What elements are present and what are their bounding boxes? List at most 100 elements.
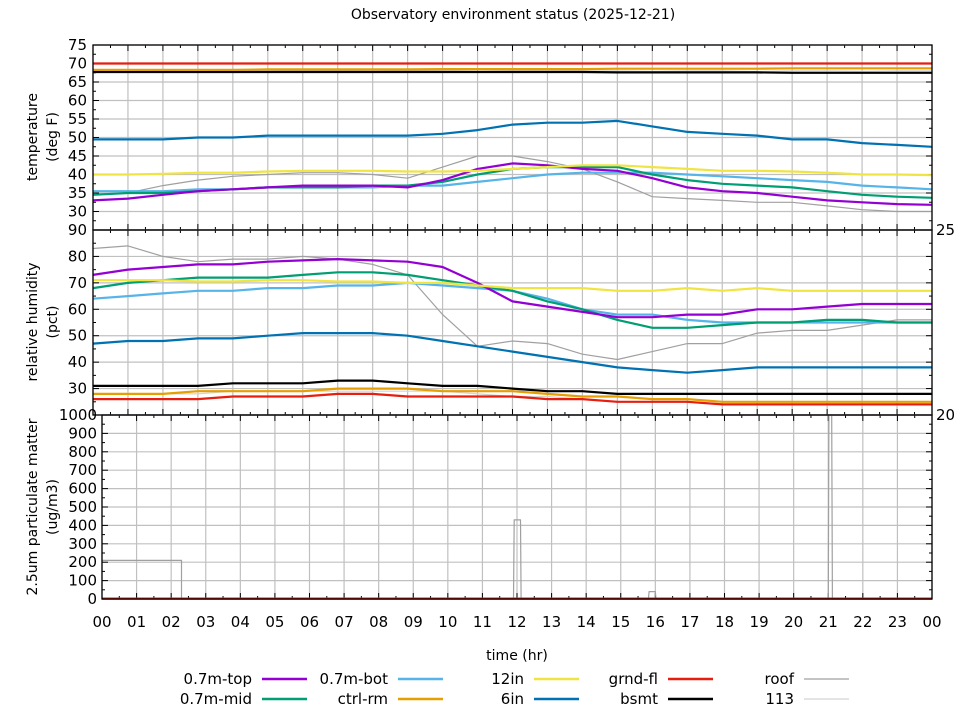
y-tick-label: 800	[68, 443, 97, 461]
x-tick-label: 05	[265, 613, 284, 631]
y-tick-label: 1000	[59, 406, 97, 424]
y-tick-label: 55	[68, 110, 87, 128]
x-tick-label: 17	[680, 613, 699, 631]
x-tick-label: 00	[922, 613, 941, 631]
series-line-0.7m-top	[92, 162, 933, 206]
y-tick-label: 400	[68, 516, 97, 534]
legend-label: 6in	[501, 690, 524, 708]
legend-label: roof	[765, 670, 795, 688]
legend-item-113: 113	[765, 690, 849, 708]
x-tick-label: 20	[784, 613, 803, 631]
series-line-0.7m-mid	[92, 271, 932, 329]
x-tick-label: 15	[611, 613, 630, 631]
legend-item-12in: 12in	[491, 670, 579, 688]
y-tick-label: 600	[68, 480, 97, 498]
x-tick-label: 06	[300, 613, 319, 631]
x-tick-label: 09	[404, 613, 423, 631]
y-axis-label: (deg F)	[45, 112, 61, 162]
series-line-6in	[93, 119, 933, 148]
legend-label: 113	[765, 690, 794, 708]
y-tick-label: 300	[68, 535, 97, 553]
legend-item-0.7m-mid: 0.7m-mid	[180, 690, 307, 708]
x-tick-label: 01	[127, 613, 146, 631]
series-line-ctrl-rm	[93, 67, 932, 71]
legend-label: 0.7m-top	[184, 670, 252, 688]
series-line-12in	[93, 279, 932, 292]
series-line-bsmt	[93, 379, 932, 395]
y-tick-label: 45	[68, 147, 87, 165]
y-axis-label: relative humidity	[25, 262, 41, 381]
panel-2: 20 30 40 50 60 70 80 90 relative humidity (pct)	[25, 221, 955, 424]
y-tick-label: 70	[68, 274, 87, 292]
legend-item-bsmt: bsmt	[620, 690, 713, 708]
legend-item-grnd-fl: grnd-fl	[609, 670, 713, 688]
legend-item-0.7m-top: 0.7m-top	[184, 670, 307, 688]
y-tick-label: 20	[936, 406, 955, 424]
legend-item-6in: 6in	[501, 690, 579, 708]
x-tick-label: 18	[715, 613, 734, 631]
series-line-ctrl-rm	[93, 387, 932, 403]
x-tick-label: 13	[542, 613, 561, 631]
y-axis-label: (ug/m3)	[45, 479, 61, 535]
legend-item-0.7m-bot: 0.7m-bot	[320, 670, 443, 688]
x-tick-label: 16	[646, 613, 665, 631]
y-tick-label: 80	[68, 247, 87, 265]
y-tick-label: 40	[68, 353, 87, 371]
y-tick-label: 75	[68, 36, 87, 54]
y-tick-label: 40	[68, 166, 87, 184]
y-tick-label: 90	[68, 221, 87, 239]
y-tick-label: 25	[936, 221, 955, 239]
x-tick-label: 00	[92, 613, 111, 631]
y-tick-label: 700	[68, 461, 97, 479]
y-tick-label: 30	[68, 380, 87, 398]
series-line-6in	[92, 332, 932, 374]
y-axis-label: temperature	[25, 93, 41, 181]
series-line-grnd-fl	[93, 392, 932, 406]
y-tick-label: 70	[68, 55, 87, 73]
plot-frame	[101, 414, 933, 600]
x-tick-label: 12	[507, 613, 526, 631]
y-tick-label: 60	[68, 92, 87, 110]
x-tick-label: 07	[335, 613, 354, 631]
legend-label: 12in	[491, 670, 524, 688]
y-tick-label: 100	[68, 572, 97, 590]
y-tick-label: 60	[68, 300, 87, 318]
series-line-bsmt	[93, 70, 932, 74]
series-line-0.7m-top	[92, 258, 932, 319]
series-line-roof	[92, 245, 932, 361]
y-tick-label: 65	[68, 73, 87, 91]
x-tick-label: 03	[196, 613, 215, 631]
legend-label: grnd-fl	[609, 670, 658, 688]
x-tick-label: 22	[853, 613, 872, 631]
x-tick-label: 10	[438, 613, 457, 631]
series-line-12in	[93, 164, 933, 177]
x-tick-label: 11	[473, 613, 492, 631]
legend-item-roof: roof	[765, 670, 849, 688]
legend-item-ctrl-rm: ctrl-rm	[338, 690, 443, 708]
y-tick-label: 30	[68, 203, 87, 221]
x-tick-label: 14	[577, 613, 596, 631]
series-line-roof	[92, 155, 932, 213]
x-axis-label: time (hr)	[486, 648, 548, 664]
x-tick-label: 08	[369, 613, 388, 631]
x-tick-label: 21	[819, 613, 838, 631]
y-axis-label: (pct)	[45, 306, 61, 339]
legend-label: bsmt	[620, 690, 658, 708]
legend-label: 0.7m-mid	[180, 690, 252, 708]
y-tick-label: 900	[68, 424, 97, 442]
y-tick-label: 0	[87, 590, 97, 608]
y-tick-label: 50	[68, 327, 87, 345]
x-axis-tick-labels: 00 01 02 03 04 05 06 07 08 09 10 11 12 13 14 15 16 17 18 19…	[92, 613, 941, 631]
y-tick-label: 50	[68, 129, 87, 147]
legend-label: 0.7m-bot	[320, 670, 389, 688]
y-axis-label: 2.5um particulate matter	[25, 418, 41, 595]
x-tick-label: 19	[750, 613, 769, 631]
y-tick-label: 200	[68, 553, 97, 571]
legend: 0.7m-top 0.7m-mid 0.7m-bot ctrl-rm 12in 6in gr…	[180, 670, 849, 708]
y-tick-label: 500	[68, 498, 97, 516]
legend-label: ctrl-rm	[338, 690, 388, 708]
x-tick-label: 02	[162, 613, 181, 631]
